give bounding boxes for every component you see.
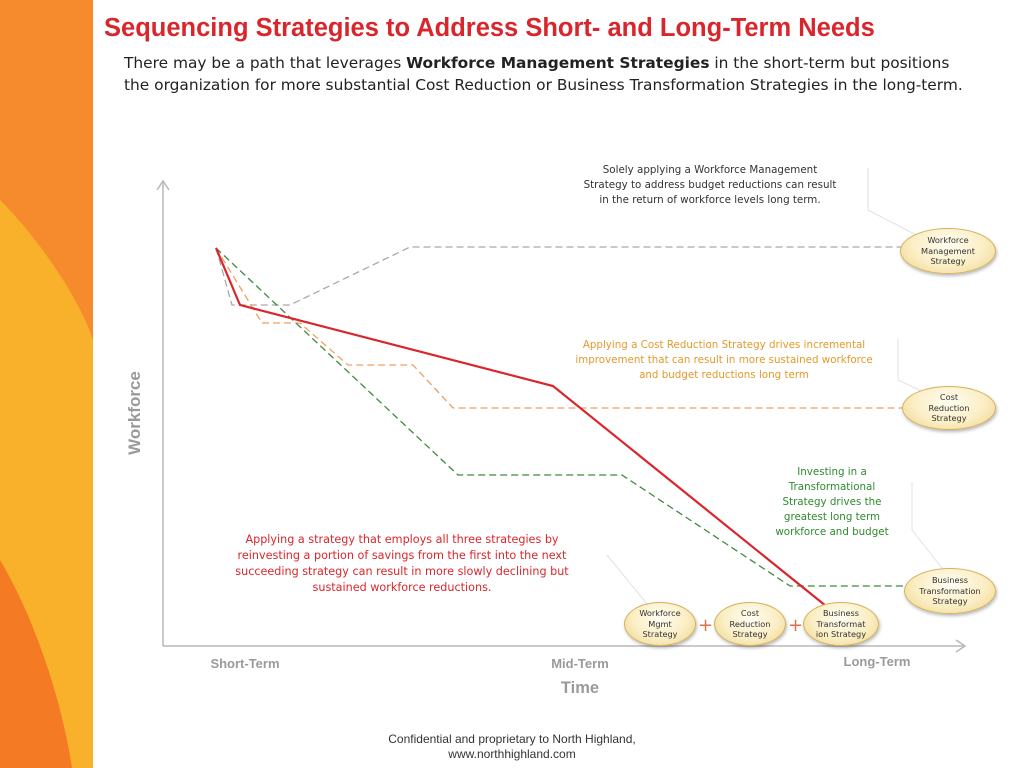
bubble-cost-reduction-line2: Reduction: [928, 402, 970, 413]
bubble-cost-reduction-small-line1: Cost: [740, 608, 760, 619]
note-cost-reduction: Applying a Cost Reduction Strategy drive…: [575, 339, 873, 381]
intro-text-bold: Workforce Management Strategies: [406, 54, 710, 72]
leader-combined: [606, 554, 649, 606]
bubble-workforce-mgmt-small: Workforce Mgmt Strategy: [624, 602, 696, 646]
bubble-workforce-mgmt-small-line3: Strategy: [642, 629, 678, 640]
x-axis-label: Time: [561, 679, 599, 697]
x-axis-arrow: [955, 639, 967, 653]
intro-paragraph: There may be a path that leverages Workf…: [124, 52, 964, 96]
intro-text-after: in the short-term but positions the orga…: [124, 54, 963, 94]
x-tick-short-term: Short-Term: [210, 656, 279, 671]
bubble-workforce-management-line2: Management: [921, 245, 975, 256]
bubble-cost-reduction-small-line3: Strategy: [732, 629, 768, 640]
bubble-business-transformation-small-line1: Business: [822, 608, 860, 619]
bubble-workforce-mgmt-small-line1: Workforce: [639, 608, 681, 619]
note-workforce-management: Solely applying a Workforce Management S…: [583, 164, 837, 206]
page-title: Sequencing Strategies to Address Short- …: [104, 14, 875, 42]
bubble-workforce-mgmt-small-line2: Mgmt: [648, 618, 672, 629]
y-axis-arrow: [156, 179, 170, 191]
footer-website: www.northhighland.com: [448, 747, 576, 761]
transformation-path: [215, 247, 960, 587]
bubble-business-transformation-small-line3: ion Strategy: [815, 629, 867, 640]
footer: Confidential and proprietary to North Hi…: [362, 732, 662, 762]
sidebar-art: [0, 0, 93, 768]
x-tick-mid-term: Mid-Term: [551, 656, 609, 671]
leader-workforce-mgmt: [867, 168, 927, 241]
bubble-business-transformation: Business Transformation Strategy: [904, 568, 996, 614]
axes: [156, 179, 967, 653]
leader-cost-reduction: [897, 338, 931, 396]
note-combined: Applying a strategy that employs all thr…: [235, 533, 569, 594]
intro-text-before: There may be a path that leverages: [124, 54, 407, 72]
bubble-business-transformation-line3: Strategy: [932, 596, 968, 607]
bubble-cost-reduction-line1: Cost: [939, 392, 959, 403]
bubble-cost-reduction-small-line2: Reduction: [729, 618, 771, 629]
bubble-cost-reduction-small: Cost Reduction Strategy: [714, 602, 786, 646]
bubble-business-transformation-line2: Transformation: [919, 585, 981, 596]
plus-sign-2: +: [788, 615, 804, 636]
bubble-business-transformation-small-line2: Transformat: [816, 618, 866, 629]
x-tick-long-term: Long-Term: [844, 654, 911, 669]
cost-reduction-path: [215, 247, 960, 409]
bubble-cost-reduction-line3: Strategy: [931, 413, 967, 424]
footer-confidential: Confidential and proprietary to North Hi…: [388, 732, 636, 746]
leader-transformation: [911, 482, 946, 573]
decorative-sidebar: [0, 0, 93, 768]
note-transformation: Investing in a Transformational Strategy…: [775, 466, 889, 538]
bubble-cost-reduction: Cost Reduction Strategy: [902, 386, 996, 430]
bubble-workforce-management-line3: Strategy: [930, 256, 966, 267]
bubble-business-transformation-small: Business Transformat ion Strategy: [803, 602, 879, 646]
bubble-business-transformation-line1: Business: [931, 575, 969, 586]
plus-sign-1: +: [698, 615, 714, 636]
bubble-workforce-management: Workforce Management Strategy: [900, 228, 996, 274]
combined-path: [214, 247, 827, 607]
y-axis-label: Workforce: [125, 371, 144, 455]
workforce-mgmt-path: [215, 246, 960, 306]
bubble-workforce-management-line1: Workforce: [927, 235, 969, 246]
